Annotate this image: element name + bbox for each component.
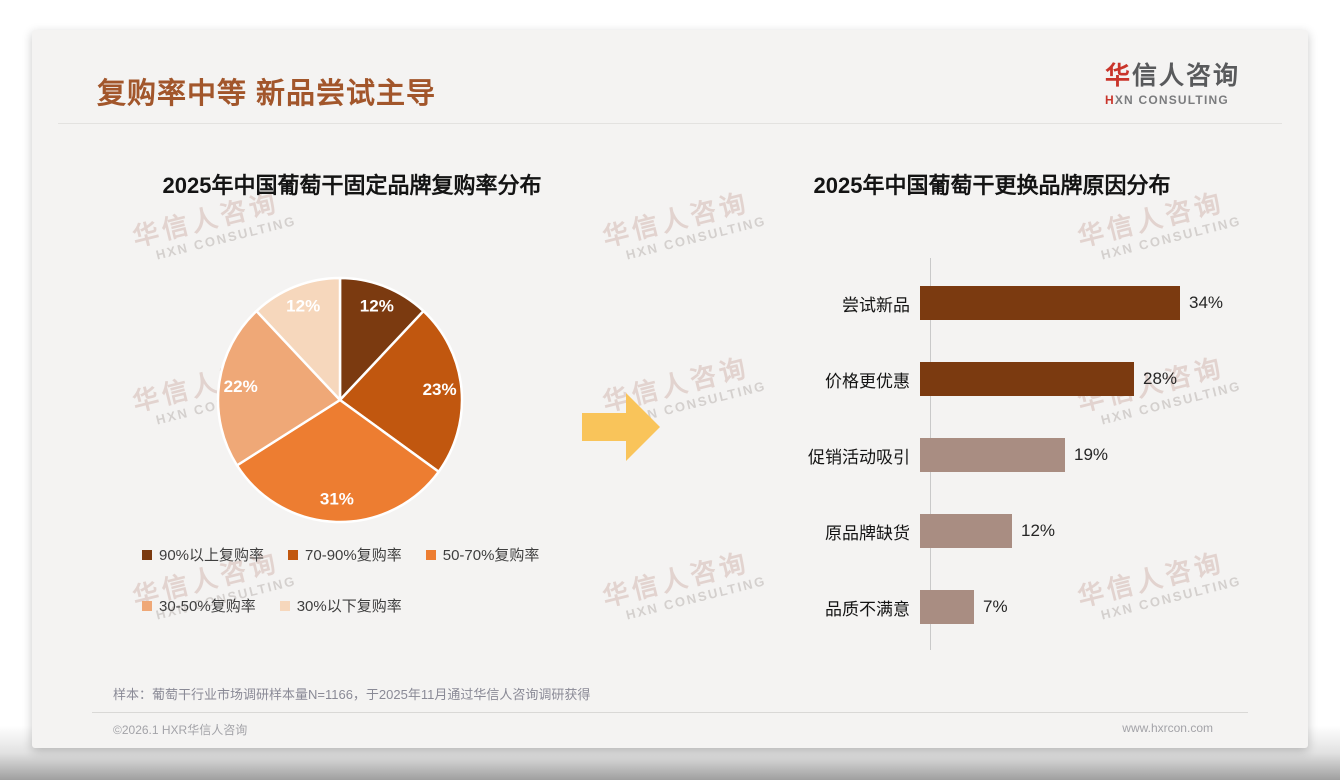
legend-item: 50-70%复购率 — [425, 544, 540, 565]
pie-data-label: 22% — [224, 377, 258, 396]
bar-category-label: 价格更优惠 — [825, 371, 910, 391]
header-divider — [58, 123, 1282, 124]
bar-row: 尝试新品 34% — [802, 265, 1282, 341]
legend-swatch — [142, 600, 152, 611]
legend-item: 90%以上复购率 — [142, 544, 264, 565]
bar-fill — [920, 514, 1012, 548]
legend-item: 30%以下复购率 — [279, 595, 402, 616]
bar-track: 34% — [920, 265, 1282, 341]
legend-swatch — [142, 549, 152, 560]
pie-slice-2 — [338, 309, 464, 473]
bar-value-label: 34% — [1189, 293, 1224, 312]
pie-legend: 90%以上复购率 70-90%复购率 50-70%复购率 30-50%复购率 30%以下… — [142, 544, 617, 616]
bar-track: 7% — [920, 569, 1282, 645]
website-text: www.hxrcon.com — [1122, 721, 1213, 735]
legend-label: 90%以上复购率 — [159, 547, 265, 564]
bar-row: 品质不满意 7% — [802, 569, 1282, 645]
pie-chart: 12% 23% 31% 22% 12% — [210, 270, 470, 530]
report-slide: 复购率中等 新品尝试主导 华信人咨询 HXN CONSULTING 华信人咨询 H… — [32, 30, 1308, 748]
pie-slice-5 — [255, 276, 342, 402]
legend-swatch — [279, 600, 290, 611]
legend-swatch — [425, 549, 436, 560]
pie-slice-4 — [216, 309, 342, 467]
bar-value-label: 28% — [1143, 369, 1178, 388]
legend-label: 30%以下复购率 — [296, 598, 402, 615]
legend-item: 30-50%复购率 — [142, 595, 256, 616]
arrow-shape — [582, 393, 660, 461]
bar-category-label: 促销活动吸引 — [808, 447, 910, 467]
pie-chart-title: 2025年中国葡萄干固定品牌复购率分布 — [162, 173, 542, 198]
bar-category-label: 尝试新品 — [842, 295, 910, 315]
logo-chinese-text: 华信人咨询 — [1104, 62, 1240, 90]
legend-label: 30-50%复购率 — [159, 598, 256, 615]
legend-swatch — [288, 549, 299, 560]
bar-row: 价格更优惠 28% — [802, 341, 1282, 417]
footer-divider — [92, 712, 1248, 713]
bar-fill — [920, 286, 1180, 320]
right-arrow-icon — [582, 387, 662, 467]
bar-value-label: 12% — [1021, 521, 1056, 540]
legend-label: 70-90%复购率 — [305, 547, 402, 564]
pie-data-label: 12% — [286, 296, 320, 315]
pie-slice-1 — [338, 276, 425, 402]
bar-row: 原品牌缺货 12% — [802, 493, 1282, 569]
page-title: 复购率中等 新品尝试主导 — [97, 78, 437, 110]
legend-item: 70-90%复购率 — [288, 544, 402, 565]
bar-chart: 尝试新品 34% 价格更优惠 28% 促销活动吸引 19% 原品牌缺货 12% 品质不满意 7% — [802, 265, 1282, 645]
bar-track: 12% — [920, 493, 1282, 569]
bar-fill — [920, 438, 1065, 472]
pie-svg: 12% 23% 31% 22% 12% — [216, 276, 464, 524]
bar-category-label: 原品牌缺货 — [825, 523, 910, 543]
logo-english-text: HXN CONSULTING — [1104, 93, 1229, 107]
bar-fill — [920, 362, 1134, 396]
legend-label: 50-70%复购率 — [442, 547, 540, 564]
sample-footnote: 样本：葡萄干行业市场调研样本量N=1166，于2025年11月通过华信人咨询调研… — [113, 687, 591, 702]
bar-row: 促销活动吸引 19% — [802, 417, 1282, 493]
bar-chart-title: 2025年中国葡萄干更换品牌原因分布 — [813, 173, 1171, 198]
bar-track: 28% — [920, 341, 1282, 417]
pie-data-label: 12% — [360, 296, 394, 315]
bar-value-label: 19% — [1074, 445, 1109, 464]
bar-fill — [920, 590, 974, 624]
bar-track: 19% — [920, 417, 1282, 493]
pie-slice-3 — [235, 398, 440, 524]
pie-data-label: 23% — [423, 380, 457, 399]
copyright-text: ©2026.1 HXR华信人咨询 — [113, 723, 248, 737]
bar-category-label: 品质不满意 — [825, 599, 910, 619]
pie-data-label: 31% — [320, 489, 354, 508]
company-logo: 华信人咨询 HXN CONSULTING — [1105, 56, 1240, 107]
bar-value-label: 7% — [983, 597, 1008, 616]
